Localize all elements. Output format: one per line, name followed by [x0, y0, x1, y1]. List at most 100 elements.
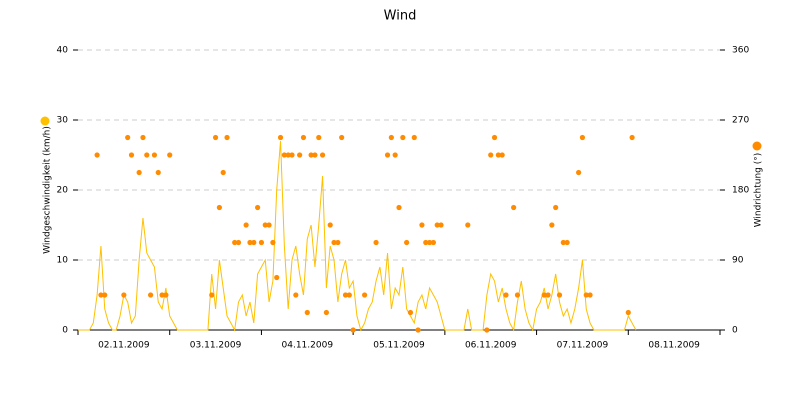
- direction-point: [587, 292, 593, 298]
- direction-point: [392, 152, 398, 158]
- x-tick-label: 03.11.2009: [190, 341, 242, 351]
- y-tick-label: 40: [57, 46, 69, 56]
- y2-tick-label: 270: [732, 116, 749, 126]
- direction-point: [545, 292, 551, 298]
- direction-point: [503, 292, 509, 298]
- direction-point: [125, 134, 131, 141]
- direction-point: [342, 292, 349, 298]
- direction-point: [319, 152, 326, 158]
- direction-point: [438, 222, 444, 228]
- direction-point: [407, 309, 414, 316]
- direction-point: [511, 204, 517, 211]
- legend-marker: [752, 141, 762, 151]
- direction-point: [258, 239, 265, 246]
- y2-tick-label: 90: [732, 256, 744, 266]
- direction-point: [140, 134, 146, 141]
- y2-tick-label: 0: [732, 326, 738, 336]
- direction-point: [373, 239, 379, 246]
- direction-point: [281, 152, 287, 158]
- direction-point: [220, 169, 226, 176]
- direction-point: [209, 292, 215, 298]
- direction-point: [323, 309, 329, 316]
- direction-point: [426, 239, 433, 246]
- direction-point: [335, 239, 341, 246]
- direction-point: [121, 292, 127, 298]
- direction-point: [297, 152, 303, 158]
- y2-axis-title: Windrichtung (°): [754, 153, 764, 228]
- direction-point: [350, 327, 356, 333]
- direction-point: [419, 222, 425, 228]
- direction-point: [465, 222, 471, 228]
- direction-point: [128, 152, 135, 158]
- y-axis-title: Windgeschwindigkeit (km/h): [43, 126, 53, 254]
- direction-point: [327, 222, 333, 228]
- direction-point: [312, 152, 318, 158]
- direction-point: [541, 292, 547, 298]
- direction-point: [224, 134, 230, 141]
- direction-point: [384, 152, 391, 158]
- direction-point: [514, 292, 521, 298]
- y2-tick-label: 360: [732, 46, 749, 56]
- direction-point: [415, 327, 421, 333]
- direction-point: [266, 222, 272, 228]
- direction-point: [98, 292, 104, 298]
- direction-point: [400, 134, 406, 141]
- direction-point: [102, 292, 108, 298]
- direction-point: [346, 292, 352, 298]
- direction-point: [247, 239, 253, 246]
- direction-point: [289, 152, 295, 158]
- direction-point: [232, 239, 238, 246]
- y-tick-label: 30: [57, 116, 69, 126]
- x-tick-label: 04.11.2009: [282, 341, 334, 351]
- direction-point: [388, 134, 394, 141]
- direction-point: [553, 204, 559, 211]
- direction-point: [144, 152, 150, 158]
- direction-point: [404, 239, 410, 246]
- direction-point: [430, 239, 436, 246]
- direction-point: [216, 204, 222, 211]
- direction-point: [316, 134, 322, 141]
- x-tick-label: 05.11.2009: [373, 341, 425, 351]
- direction-point: [159, 292, 165, 298]
- x-tick-label: 02.11.2009: [98, 341, 150, 351]
- x-tick-label: 06.11.2009: [465, 341, 517, 351]
- y2-tick-label: 180: [732, 186, 749, 196]
- y-tick-label: 10: [57, 256, 69, 266]
- direction-point: [362, 292, 368, 298]
- direction-point: [148, 292, 154, 298]
- direction-point: [251, 239, 257, 246]
- direction-point: [625, 309, 631, 316]
- direction-point: [396, 204, 402, 211]
- direction-point: [579, 134, 586, 141]
- direction-point: [423, 239, 429, 246]
- direction-point: [484, 327, 490, 333]
- direction-point: [411, 134, 417, 141]
- direction-point: [277, 134, 284, 141]
- y-tick-label: 0: [62, 326, 68, 336]
- direction-point: [212, 134, 219, 141]
- direction-point: [167, 152, 173, 158]
- chart-title: Wind: [384, 9, 417, 24]
- x-tick-label: 08.11.2009: [648, 341, 700, 351]
- direction-point: [274, 274, 280, 281]
- direction-point: [155, 169, 161, 176]
- direction-point: [549, 222, 555, 228]
- direction-point: [304, 309, 310, 316]
- x-tick-label: 07.11.2009: [557, 341, 609, 351]
- direction-point: [488, 152, 494, 158]
- direction-point: [262, 222, 268, 228]
- direction-point: [339, 134, 345, 141]
- direction-point: [255, 204, 261, 211]
- direction-point: [151, 152, 158, 158]
- direction-point: [331, 239, 337, 246]
- direction-point: [495, 152, 501, 158]
- direction-point: [434, 222, 440, 228]
- direction-point: [243, 222, 249, 228]
- direction-point: [270, 239, 276, 246]
- legend-marker: [40, 116, 50, 126]
- direction-point: [235, 239, 242, 246]
- direction-point: [285, 152, 291, 158]
- direction-point: [94, 152, 100, 158]
